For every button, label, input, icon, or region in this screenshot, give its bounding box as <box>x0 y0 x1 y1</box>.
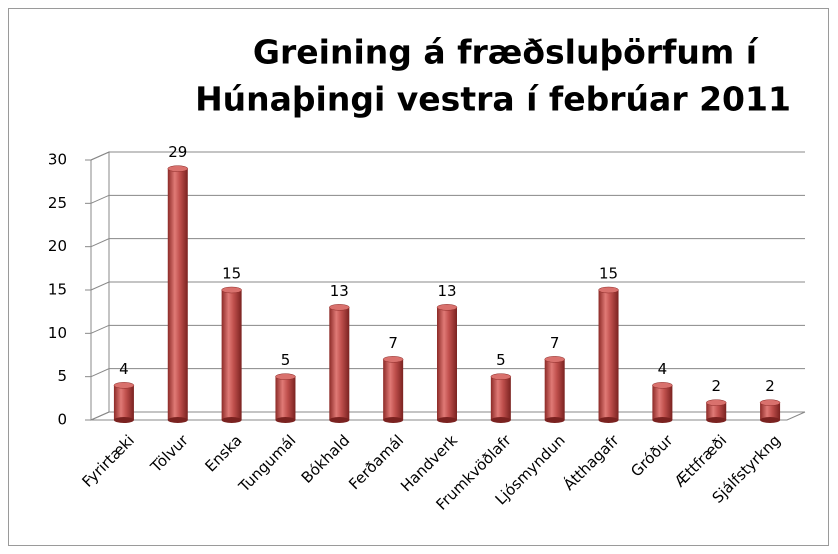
grid-line <box>90 368 805 378</box>
bar-top <box>490 373 512 380</box>
chart-border <box>8 8 829 546</box>
bar-base <box>706 417 727 423</box>
grid-line <box>90 238 805 248</box>
bar-base <box>221 417 242 423</box>
bar-base <box>544 417 565 423</box>
y-tick-label: 5 <box>57 367 67 385</box>
y-tick-label: 30 <box>48 151 67 169</box>
bar-base <box>113 417 134 423</box>
bar-base <box>275 417 296 423</box>
bar-base <box>383 417 404 423</box>
bar-top <box>436 304 458 311</box>
y-tick-label: 25 <box>48 194 67 212</box>
bar-top <box>598 286 619 294</box>
bar-top <box>221 286 242 294</box>
data-label: 15 <box>599 265 618 283</box>
data-label: 7 <box>550 334 560 352</box>
bar-top <box>329 304 350 311</box>
bar <box>760 402 781 420</box>
bar <box>329 307 350 420</box>
data-label: 2 <box>711 377 721 395</box>
bar-top <box>382 356 404 363</box>
bar <box>113 385 134 420</box>
bar <box>275 376 296 420</box>
data-label: 5 <box>496 351 506 369</box>
bar <box>544 359 565 420</box>
grid-line <box>90 151 805 161</box>
data-label: 29 <box>168 143 187 161</box>
bar-base <box>329 417 350 423</box>
y-tick-label: 0 <box>57 411 67 429</box>
bar-base <box>490 417 511 423</box>
bar <box>490 376 511 420</box>
bar-top <box>275 373 296 380</box>
bar-base <box>167 417 188 423</box>
bar <box>437 307 457 420</box>
data-label: 13 <box>437 282 456 300</box>
chart-title: Húnaþingi vestra í febrúar 2011 <box>195 80 791 119</box>
y-tick-label: 10 <box>48 324 67 342</box>
grid-line <box>90 281 805 291</box>
grid-line <box>90 194 805 204</box>
bar <box>652 385 673 420</box>
bar <box>167 168 188 420</box>
data-label: 4 <box>658 360 668 378</box>
bar <box>221 290 242 420</box>
floor <box>91 411 806 421</box>
bar-top <box>113 382 135 389</box>
data-label: 7 <box>388 334 398 352</box>
bar-top <box>759 399 781 406</box>
chart-title: Greining á fræðsluþörfum í <box>253 33 759 72</box>
data-label: 15 <box>222 265 241 283</box>
data-label: 5 <box>281 351 291 369</box>
bar <box>706 402 727 420</box>
bar-base <box>652 417 673 423</box>
bar <box>598 290 619 420</box>
y-tick-label: 15 <box>48 281 67 299</box>
bar-top <box>652 382 673 389</box>
bar-base <box>598 417 619 423</box>
grid-line <box>90 324 805 334</box>
bar <box>383 359 404 420</box>
data-label: 2 <box>765 377 775 395</box>
grid-line <box>90 411 805 421</box>
bar-top <box>167 165 189 172</box>
bar-top <box>705 399 727 406</box>
bar-base <box>437 417 457 423</box>
bar-top <box>544 356 565 363</box>
y-tick-label: 20 <box>48 237 67 255</box>
data-label: 13 <box>330 282 349 300</box>
bar-base <box>760 417 781 423</box>
data-label: 4 <box>119 360 129 378</box>
